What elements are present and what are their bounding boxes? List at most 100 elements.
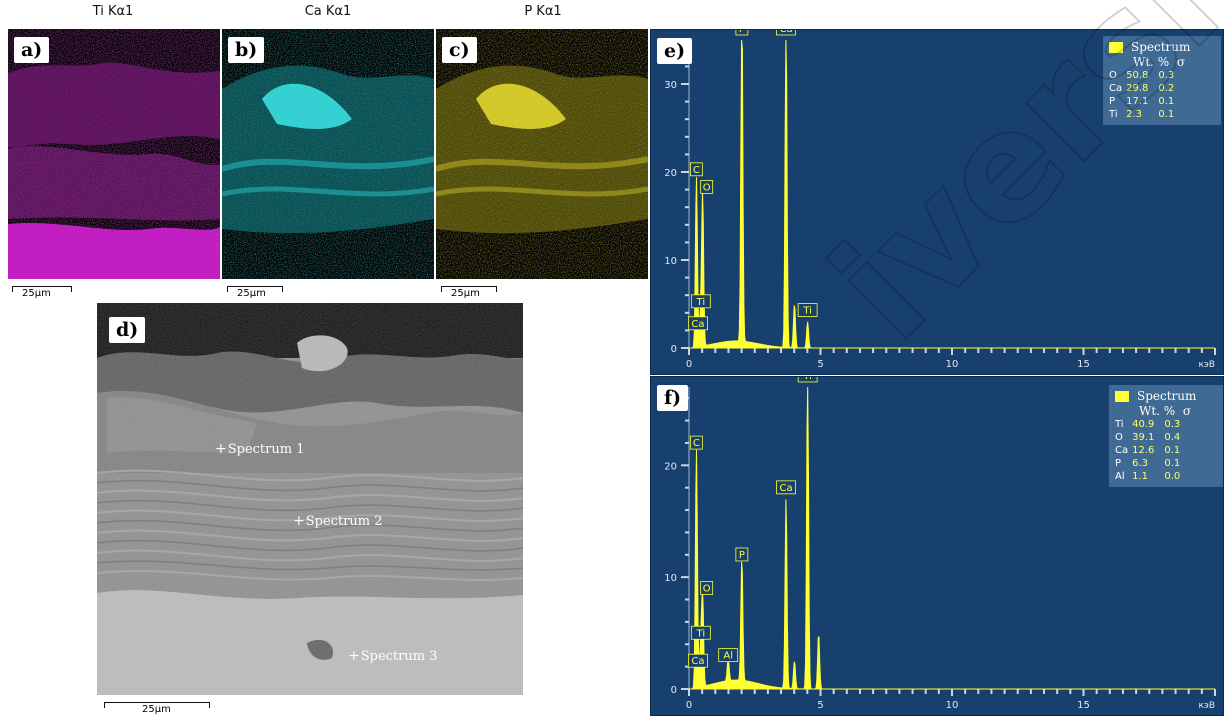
spectrum-legend-f: Spectrum Wt. % σ Ti 40.9 0.3 O 39.1 0.4 Ca 12… xyxy=(1109,385,1223,487)
scalebar-text: 25μm xyxy=(237,288,266,299)
spectrum-2-label: Spectrum 2 xyxy=(305,514,383,529)
legend-header: Spectrum xyxy=(1109,40,1215,54)
peak-label-box xyxy=(776,30,796,36)
legend-wt: 29.8 xyxy=(1126,83,1149,94)
legend-element: Ti xyxy=(1109,109,1118,120)
x-tick-label: 5 xyxy=(817,359,823,370)
peak-label-c: C xyxy=(689,435,703,450)
peak-label-text: C xyxy=(693,165,700,176)
panel-label-b: b) xyxy=(228,37,265,63)
y-tick-label: 20 xyxy=(664,461,677,472)
y-tick-label: 20 xyxy=(664,168,677,179)
spectrum-curve xyxy=(689,39,1215,349)
scalebar-line xyxy=(227,286,283,292)
legend-row: Ca 12.6 0.1 xyxy=(1115,444,1184,457)
panel-label-a: a) xyxy=(14,37,50,63)
scalebar-b: 25μm xyxy=(227,282,283,300)
legend-wt: 40.9 xyxy=(1132,419,1155,430)
peak-label-ti: Ti xyxy=(690,294,711,309)
peak-label-o: O xyxy=(700,179,714,194)
legend-row: P 17.1 0.1 xyxy=(1109,95,1178,108)
spectrum-3-label: Spectrum 3 xyxy=(360,649,438,664)
spectrum-curve xyxy=(689,386,1215,690)
legend-sigma: 0.0 xyxy=(1164,471,1181,482)
panel-label-f: f) xyxy=(657,385,689,411)
legend-col-wt: Wt. % xyxy=(1133,55,1170,69)
x-tick-label: 15 xyxy=(1077,700,1090,711)
peak-label-box xyxy=(735,547,749,562)
peak-label-box xyxy=(797,303,818,318)
peak-label-p: P xyxy=(735,30,749,36)
legend-row: Ti 40.9 0.3 xyxy=(1115,418,1184,431)
peak-label-box xyxy=(776,480,796,495)
p-map: c) xyxy=(436,29,648,279)
legend-col-sigma: σ xyxy=(1176,55,1186,69)
x-tick-label: 10 xyxy=(946,359,959,370)
legend-swatch xyxy=(1115,390,1129,402)
peak-label-text: Ca xyxy=(779,30,792,35)
legend-sigma: 0.1 xyxy=(1164,458,1181,469)
peak-label-text: Ti xyxy=(696,628,706,639)
legend-sigma: 0.4 xyxy=(1164,432,1181,443)
legend-sigma: 0.3 xyxy=(1164,419,1181,430)
spectrum-legend-e: Spectrum Wt. % σ O 50.8 0.3 Ca 29.8 0.2 P 17.… xyxy=(1103,36,1221,125)
peak-label-box xyxy=(718,648,739,663)
legend-col-wt: Wt. % xyxy=(1139,404,1176,418)
scalebar-c: 25μm xyxy=(441,282,497,300)
legend-sigma: 0.1 xyxy=(1164,445,1181,456)
y-tick-label: 10 xyxy=(664,573,677,584)
peak-label-box xyxy=(735,30,749,36)
legend-element: Ca xyxy=(1115,445,1129,456)
peak-label-ti: Ti xyxy=(797,377,818,383)
scalebar-line xyxy=(441,286,497,292)
legend-swatch xyxy=(1109,41,1123,53)
sem-micrograph xyxy=(97,303,523,695)
legend-sigma: 0.2 xyxy=(1158,83,1175,94)
scalebar-d: 25μm xyxy=(104,698,210,716)
x-tick-label: 15 xyxy=(1077,359,1090,370)
legend-wt: 12.6 xyxy=(1132,445,1155,456)
legend-row: O 39.1 0.4 xyxy=(1115,431,1184,444)
peak-label-box xyxy=(797,377,818,383)
y-tick-label: 10 xyxy=(664,256,677,267)
peak-label-text: Ti xyxy=(802,377,812,382)
legend-title: Spectrum xyxy=(1131,40,1191,54)
crosshair-icon: + xyxy=(293,513,305,529)
peak-label-box xyxy=(688,653,708,668)
legend-wt: 1.1 xyxy=(1132,471,1149,482)
scalebar-a: 25μm xyxy=(12,282,72,300)
peak-label-text: O xyxy=(703,182,711,193)
legend-element: Ca xyxy=(1109,83,1123,94)
legend-table: O 50.8 0.3 Ca 29.8 0.2 P 17.1 0.1 Ti 2.3 0.1 xyxy=(1109,69,1178,121)
legend-element: P xyxy=(1115,458,1122,469)
scalebar-text: 25μm xyxy=(451,288,480,299)
peak-label-text: O xyxy=(703,584,711,595)
scalebar-line xyxy=(104,702,210,708)
spectrum-panel-f: 0 5 10 15 0 10 20 кэВ C O Ti Ca Al P Ca Ti f) Spectrum … xyxy=(650,376,1224,716)
legend-sigma: 0.3 xyxy=(1158,70,1175,81)
peak-label-ca: Ca xyxy=(688,316,708,331)
peak-label-box xyxy=(690,294,711,309)
legend-element: O xyxy=(1109,70,1117,81)
peak-label-box xyxy=(689,162,703,177)
ca-map-image xyxy=(222,29,434,279)
legend-wt: 50.8 xyxy=(1126,70,1149,81)
x-tick-label: 0 xyxy=(686,700,692,711)
peak-label-text: Al xyxy=(723,651,733,662)
peak-label-text: C xyxy=(693,438,700,449)
peak-label-ti: Ti xyxy=(797,303,818,318)
legend-row: Ti 2.3 0.1 xyxy=(1109,108,1178,121)
map-title-ca: Ca Kα1 xyxy=(304,4,352,19)
x-unit-label: кэВ xyxy=(1198,360,1215,370)
ca-map: b) xyxy=(222,29,434,279)
sem-image: d) +Spectrum 1 +Spectrum 2 +Spectrum 3 xyxy=(97,303,523,695)
map-title-p: P Kα1 xyxy=(524,4,562,19)
peak-label-text: Ti xyxy=(802,306,812,317)
spectrum-chart-f: 0 5 10 15 0 10 20 кэВ C O Ti Ca Al P Ca Ti xyxy=(664,377,1216,711)
x-tick-label: 10 xyxy=(946,700,959,711)
peak-label-p: P xyxy=(735,547,749,562)
p-map-image xyxy=(436,29,648,279)
legend-header: Spectrum xyxy=(1115,389,1217,403)
peak-label-box xyxy=(700,581,714,595)
peak-label-ca: Ca xyxy=(776,30,796,36)
